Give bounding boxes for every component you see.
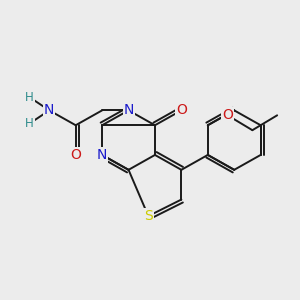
Text: O: O — [176, 103, 187, 117]
Text: H: H — [25, 91, 34, 104]
Text: O: O — [70, 148, 81, 162]
Text: N: N — [44, 103, 55, 117]
Text: S: S — [144, 209, 153, 223]
Text: N: N — [97, 148, 107, 162]
Text: N: N — [123, 103, 134, 117]
Text: H: H — [25, 117, 34, 130]
Text: O: O — [222, 108, 233, 122]
